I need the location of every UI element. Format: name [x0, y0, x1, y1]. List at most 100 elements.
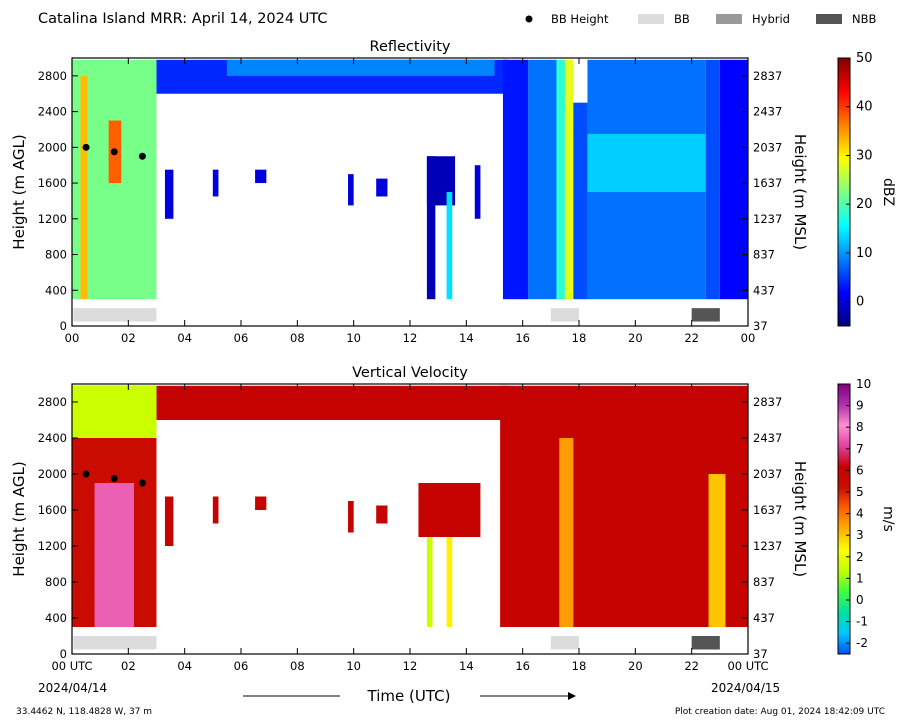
legend-swatch-hybrid — [716, 14, 742, 24]
legend-label-nbb: NBB — [852, 12, 876, 26]
colorbar-label: dBZ — [880, 178, 896, 206]
y-tick-label-right: 2837 — [753, 395, 782, 409]
legend-label-hybrid: Hybrid — [752, 12, 790, 26]
x-tick-label: 00 — [65, 331, 80, 345]
colorbar-tick-label: 4 — [856, 507, 864, 521]
bb-bar — [550, 308, 579, 322]
creation-date-label: Plot creation date: Aug 01, 2024 18:42:0… — [675, 707, 885, 717]
data-cell — [156, 385, 509, 420]
y-tick-label: 2000 — [38, 140, 67, 154]
data-cell — [212, 496, 219, 524]
data-layer — [72, 59, 748, 300]
y-tick-label-right: 2837 — [753, 69, 782, 83]
y-tick-label: 400 — [45, 283, 67, 297]
x-tick-label: 12 — [403, 331, 418, 345]
data-cell — [376, 505, 388, 524]
colorbar-tick-label: 3 — [856, 528, 864, 542]
x-tick-label: 10 — [346, 659, 361, 673]
legend: BB Height BB Hybrid NBB — [525, 12, 876, 26]
data-cell — [587, 133, 706, 192]
colorbar-tick-label: 6 — [856, 463, 864, 477]
y-tick-label-right: 437 — [753, 283, 775, 297]
y-tick-label-right: 1237 — [753, 212, 782, 226]
x-tick-label: 08 — [290, 331, 305, 345]
colorbar-tick-label: 5 — [856, 485, 864, 499]
y-tick-label-right: 2037 — [753, 140, 782, 154]
panel-title: Vertical Velocity — [352, 365, 468, 381]
data-cell — [226, 59, 495, 76]
data-cell — [348, 501, 354, 533]
data-cell — [705, 59, 720, 300]
colorbar-tick-label: -2 — [856, 636, 868, 650]
bb-bar — [691, 308, 720, 322]
y-tick-label: 1200 — [38, 539, 67, 553]
colorbar — [837, 57, 851, 327]
location-label: 33.4462 N, 118.4828 W, 37 m — [16, 707, 152, 717]
colorbar-tick-label: 30 — [856, 148, 873, 163]
x-tick-label: 20 — [628, 331, 643, 345]
figure-title: Catalina Island MRR: April 14, 2024 UTC — [38, 11, 327, 27]
bb-bar — [550, 636, 579, 650]
data-cell — [559, 438, 574, 627]
data-cell — [348, 174, 354, 206]
y-tick-label: 1600 — [38, 503, 67, 517]
x-tick-label: 00 UTC — [727, 659, 768, 673]
x-tick-label: 06 — [234, 659, 249, 673]
data-layer — [72, 385, 748, 627]
y-tick-label: 400 — [45, 611, 67, 625]
x-tick-label: 18 — [572, 331, 587, 345]
x-tick-label: 22 — [684, 331, 699, 345]
data-cell — [94, 483, 134, 627]
colorbar-tick-label: -1 — [856, 615, 868, 629]
bb-height-point — [82, 143, 90, 151]
data-cell — [376, 178, 388, 197]
data-cell — [426, 156, 436, 300]
bb-height-point — [138, 152, 146, 160]
y-axis-label: Height (m AGL) — [10, 461, 28, 576]
bb-height-point — [138, 479, 146, 487]
x-tick-label: 22 — [684, 659, 699, 673]
start-date-label: 2024/04/14 — [38, 681, 107, 695]
y-tick-label: 800 — [45, 248, 67, 262]
y-tick-label: 1200 — [38, 212, 67, 226]
x-tick-label: 10 — [346, 331, 361, 345]
y-axis-label: Height (m AGL) — [10, 134, 28, 249]
colorbar-tick-label: 9 — [856, 399, 864, 413]
y-tick-label-right: 37 — [753, 319, 768, 333]
x-tick-label: 16 — [515, 659, 530, 673]
colorbar-tick-label: 2 — [856, 550, 864, 564]
y-axis-label-right: Height (m MSL) — [791, 134, 809, 250]
legend-swatch-nbb — [816, 14, 842, 24]
colorbar-tick-label: 0 — [856, 295, 864, 310]
y-tick-label-right: 2437 — [753, 431, 782, 445]
data-cell — [446, 537, 453, 627]
y-tick-label: 2000 — [38, 467, 67, 481]
end-date-label: 2024/04/15 — [711, 681, 780, 695]
legend-label-bb: BB — [674, 12, 690, 26]
colorbar — [837, 383, 851, 655]
x-tick-label: 08 — [290, 659, 305, 673]
x-tick-label: 04 — [177, 331, 192, 345]
colorbar-tick-label: 8 — [856, 420, 864, 434]
data-cell — [255, 496, 267, 510]
data-cell — [72, 385, 157, 438]
bb-height-point — [110, 475, 118, 482]
data-cell — [164, 169, 174, 219]
time-arrowhead — [568, 692, 576, 700]
colorbar-tick-label: 20 — [856, 197, 873, 212]
y-tick-label-right: 437 — [753, 611, 775, 625]
data-cell — [426, 537, 433, 627]
y-tick-label: 2400 — [38, 105, 67, 119]
y-axis-label-right: Height (m MSL) — [791, 461, 809, 577]
x-tick-label: 04 — [177, 659, 192, 673]
bb-height-point — [110, 148, 118, 156]
y-tick-label-right: 37 — [753, 647, 768, 661]
data-cell — [80, 75, 88, 300]
bb-bar — [73, 308, 157, 322]
data-cell — [708, 474, 726, 627]
data-cell — [719, 59, 748, 300]
data-cell — [502, 59, 529, 300]
